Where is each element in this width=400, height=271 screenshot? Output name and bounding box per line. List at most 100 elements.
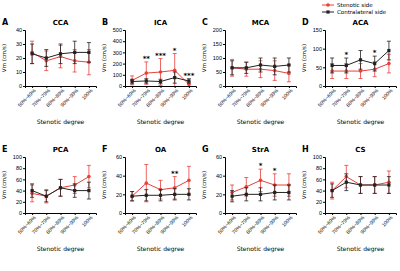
error-cap: [144, 189, 148, 190]
x-axis-title: Stenotic degree: [37, 118, 85, 126]
error-cap: [130, 79, 134, 80]
error-cap: [244, 200, 248, 201]
y-tick-mark: [223, 30, 225, 31]
y-tick-label: 50: [216, 69, 222, 75]
error-cap: [44, 201, 48, 202]
y-axis: 0204060: [116, 154, 126, 216]
y-tick-label: 60: [116, 154, 122, 160]
error-cap: [387, 41, 391, 42]
y-tick-label: 0: [219, 83, 222, 89]
point: [73, 51, 76, 54]
y-tick: 80: [16, 165, 25, 171]
error-cap: [359, 69, 363, 70]
point: [130, 194, 134, 198]
y-tick-mark: [123, 64, 125, 65]
error-cap: [59, 44, 63, 45]
y-axis-title: Vm (cm/s): [101, 171, 107, 199]
error-cap: [244, 62, 248, 63]
y-tick: 20: [316, 199, 325, 205]
legend-marker: [326, 10, 329, 13]
error-cap: [330, 72, 334, 73]
error-cap: [373, 193, 377, 194]
y-tick-label: 0: [19, 83, 22, 89]
error-cap: [359, 193, 363, 194]
panel-letter: E: [2, 145, 7, 154]
point: [145, 194, 148, 197]
marks: [230, 58, 291, 82]
point: [273, 65, 276, 68]
marks: [330, 165, 391, 199]
y-tick-mark: [23, 179, 25, 180]
y-tick: 10: [16, 69, 25, 75]
point: [259, 63, 262, 66]
error-cap: [130, 191, 134, 192]
y-tick-mark: [23, 86, 25, 87]
title: CS: [355, 146, 365, 154]
error-cap: [387, 193, 391, 194]
error-cap: [173, 83, 177, 84]
error-cap: [159, 180, 163, 181]
significance: *: [273, 167, 277, 175]
title: PCA: [53, 146, 69, 154]
error-cap: [159, 189, 163, 190]
error-cap: [373, 176, 377, 177]
point: [31, 52, 34, 55]
error-cap: [230, 60, 234, 61]
point: [331, 64, 334, 67]
y-tick-label: 40: [16, 188, 22, 194]
marks: [30, 165, 91, 203]
title: ACA: [353, 19, 370, 27]
x-tick: 90%~99%: [59, 86, 80, 108]
error-cap: [59, 67, 63, 68]
point: [145, 79, 148, 82]
y-axis-line: [123, 31, 126, 87]
point: [287, 191, 290, 194]
y-tick-mark: [23, 191, 25, 192]
y-tick-label: 0: [19, 210, 22, 216]
error-cap: [130, 200, 134, 201]
x-tick-label: 100%: [280, 87, 294, 101]
y-tick: 100: [113, 72, 125, 78]
error-cap: [344, 190, 348, 191]
y-tick: 150: [213, 41, 225, 47]
y-tick-label: 100: [213, 55, 222, 61]
error-cap: [144, 84, 148, 85]
y-tick-mark: [223, 213, 225, 214]
y-tick-label: 20: [116, 192, 122, 198]
plot-area: 020406050%~69%70%~79%80%~89%90%~99%100%*…: [216, 154, 297, 235]
y-axis-line: [223, 31, 226, 87]
point: [187, 179, 191, 183]
y-tick: 400: [113, 38, 125, 44]
title: StrA: [252, 146, 270, 154]
point: [231, 195, 234, 198]
error-cap: [273, 185, 277, 186]
y-tick-mark: [123, 52, 125, 53]
y-axis: 050100150: [313, 27, 326, 89]
marks: [330, 41, 391, 78]
point: [331, 189, 334, 192]
y-tick-mark: [123, 176, 125, 177]
legend-marker: [326, 3, 330, 7]
y-tick: 0: [119, 83, 125, 89]
error-cap: [87, 165, 91, 166]
point: [387, 62, 391, 66]
error-cap: [73, 72, 77, 73]
y-tick: 50: [216, 69, 225, 75]
error-cap: [359, 50, 363, 51]
error-cap: [387, 72, 391, 73]
error-cap: [287, 81, 291, 82]
point: [359, 69, 363, 73]
error-cap: [87, 42, 91, 43]
x-axis: 50%~69%70%~79%80%~89%90%~99%100%: [216, 86, 296, 108]
panel-letter: C: [202, 18, 208, 27]
y-tick-mark: [323, 86, 325, 87]
panel-letter: H: [302, 145, 309, 154]
error-cap: [30, 44, 34, 45]
x-axis: 50%~69%70%~79%80%~89%90%~99%100%: [116, 86, 196, 108]
y-tick-mark: [23, 30, 25, 31]
y-tick-mark: [123, 194, 125, 195]
x-tick-label: 90%~99%: [259, 87, 280, 108]
series-line: [132, 70, 189, 84]
error-cap: [44, 49, 48, 50]
y-axis-line: [223, 158, 226, 214]
